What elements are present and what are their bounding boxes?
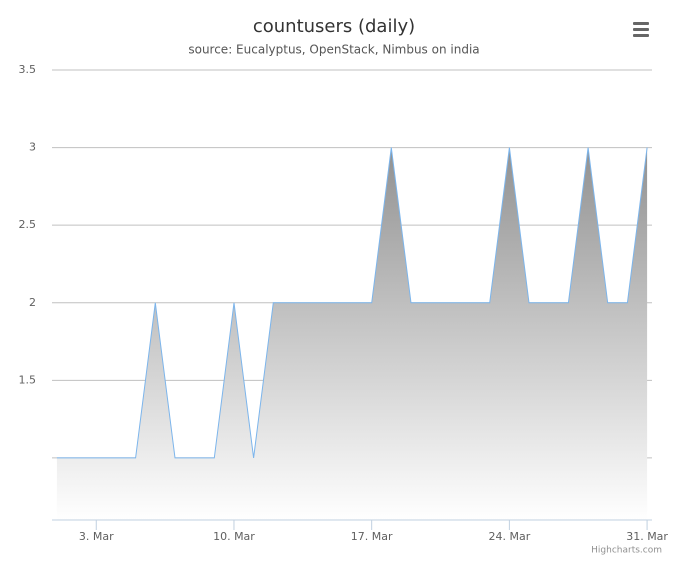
x-tick-label: 24. Mar [489,530,531,543]
chart-subtitle: source: Eucalyptus, OpenStack, Nimbus on… [188,43,479,57]
x-tick-label: 31. Mar [626,530,668,543]
x-tick-label: 10. Mar [213,530,255,543]
x-tick-label: 17. Mar [351,530,393,543]
menu-bar [633,34,649,37]
y-tick-label: 2 [29,296,36,309]
y-tick-label: 3 [29,141,36,154]
y-tick-label: 1.5 [19,373,37,386]
area-line [56,147,648,459]
y-tick-label: 2.5 [19,218,37,231]
chart-title: countusers (daily) [253,16,415,37]
y-tick-label: 3.5 [19,63,37,76]
area [56,147,648,520]
x-tick-label: 3. Mar [79,530,114,543]
menu-bar [633,22,649,25]
menu-bar [633,28,649,31]
credits: Highcharts.com [591,546,662,556]
menu-button[interactable] [626,16,656,42]
